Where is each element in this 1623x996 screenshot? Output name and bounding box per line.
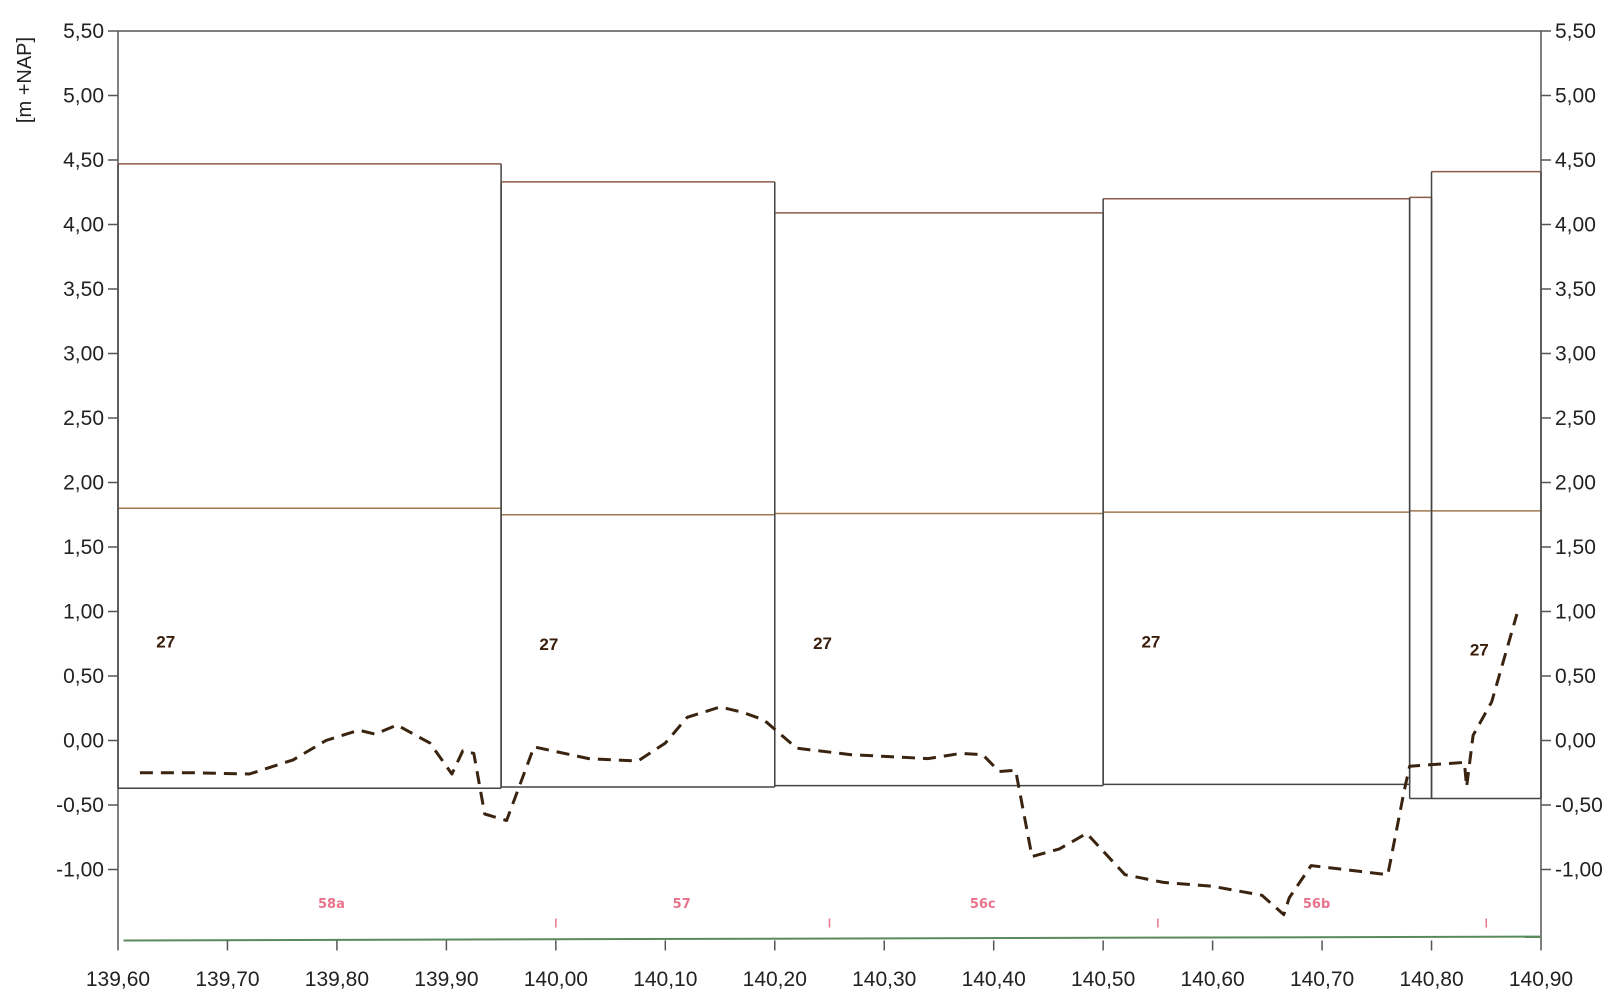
y-tick-label-right: 0,50 [1555, 665, 1596, 688]
y-tick-label-left: 4,00 [63, 214, 104, 237]
y-tick-label-right: 5,50 [1555, 20, 1596, 43]
y-tick-label-left: 4,50 [63, 149, 104, 172]
marker-label: 56b [1303, 897, 1330, 912]
y-tick-label-left: 1,00 [63, 601, 104, 624]
section-label: 27 [539, 635, 558, 654]
x-tick-label: 139,80 [305, 968, 369, 991]
y-tick-label-right: 4,50 [1555, 149, 1596, 172]
marker-label: 58a [318, 897, 345, 912]
y-tick-label-left: 3,50 [63, 278, 104, 301]
x-tick-label: 139,90 [414, 968, 478, 991]
y-tick-label-left: 2,50 [63, 407, 104, 430]
y-tick-label-left: 1,50 [63, 536, 104, 559]
y-tick-label-right: 1,50 [1555, 536, 1596, 559]
y-tick-label-right: -0,50 [1555, 794, 1603, 817]
marker-label: 56c [970, 897, 996, 912]
y-tick-label-right: 2,50 [1555, 407, 1596, 430]
bottom-line [123, 935, 1542, 942]
y-tick-label-right: 3,50 [1555, 278, 1596, 301]
y-tick-label-left: 0,50 [63, 665, 104, 688]
y-tick-label-right: 4,00 [1555, 214, 1596, 237]
y-tick-label-left: 0,00 [63, 730, 104, 753]
x-tick-label: 139,70 [195, 968, 259, 991]
x-tick-label: 140,10 [633, 968, 697, 991]
y-tick-label-left: 3,00 [63, 343, 104, 366]
x-tick-label: 139,60 [86, 968, 150, 991]
section-label: 27 [1470, 640, 1489, 659]
x-tick-label: 140,30 [852, 968, 916, 991]
section-label: 27 [813, 634, 832, 653]
x-tick-label: 140,80 [1399, 968, 1463, 991]
section-label: 27 [156, 633, 175, 652]
section-label: 27 [1141, 633, 1160, 652]
x-tick-label: 140,40 [962, 968, 1026, 991]
y-tick-label-right: 1,00 [1555, 601, 1596, 624]
y-tick-label-left: 5,50 [63, 20, 104, 43]
y-tick-label-right: 2,00 [1555, 472, 1596, 495]
y-tick-label-left: -0,50 [56, 794, 104, 817]
y-tick-label-right: -1,00 [1555, 859, 1603, 882]
y-tick-label-right: 3,00 [1555, 343, 1596, 366]
y-axis-label: [m +NAP] [14, 37, 36, 123]
x-tick-label: 140,60 [1180, 968, 1244, 991]
marker-label: 57 [673, 897, 691, 912]
y-tick-label-right: 0,00 [1555, 730, 1596, 753]
x-tick-label: 140,50 [1071, 968, 1135, 991]
y-tick-label-right: 5,00 [1555, 85, 1596, 108]
x-tick-label: 140,70 [1290, 968, 1354, 991]
y-tick-label-left: -1,00 [56, 859, 104, 882]
x-tick-label: 140,00 [524, 968, 588, 991]
x-tick-label: 140,90 [1509, 968, 1573, 991]
x-tick-label: 140,20 [743, 968, 807, 991]
profile-line [139, 613, 1519, 917]
y-tick-label-left: 2,00 [63, 472, 104, 495]
y-tick-label-left: 5,00 [63, 85, 104, 108]
